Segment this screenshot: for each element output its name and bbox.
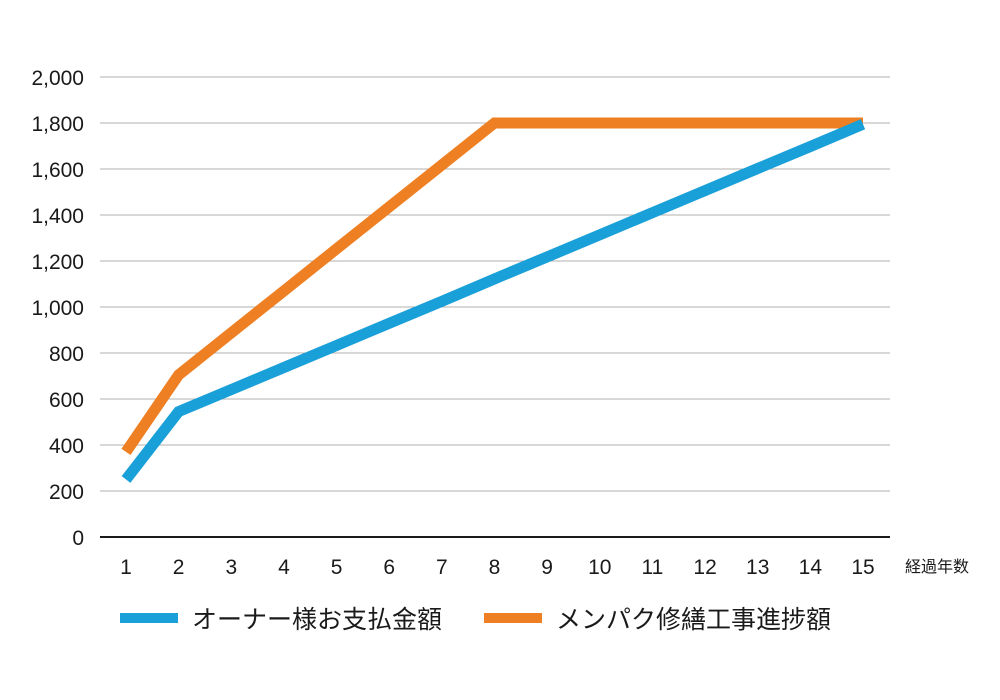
y-tick-label: 1,800	[31, 113, 84, 136]
y-tick-label: 600	[49, 389, 84, 412]
legend-label: メンパク修繕工事進捗額	[556, 606, 832, 634]
x-tick-label: 10	[588, 556, 611, 579]
legend: オーナー様お支払金額 メンパク修繕工事進捗額	[120, 600, 873, 636]
y-tick-label: 1,200	[31, 251, 84, 274]
y-tick-label: 1,600	[31, 159, 84, 182]
x-tick-label: 1	[120, 556, 132, 579]
x-tick-label: 9	[541, 556, 553, 579]
x-tick-label: 11	[642, 556, 664, 579]
legend-item-repair-progress: メンパク修繕工事進捗額	[484, 600, 831, 636]
x-tick-label: 8	[489, 556, 501, 579]
x-axis-ticks: 1 2 3 4 5 6 7 8 9 10 11 12 13 14 15	[120, 556, 875, 579]
y-tick-label: 800	[49, 343, 84, 366]
x-tick-label: 4	[278, 556, 290, 579]
x-tick-label: 2	[173, 556, 185, 579]
legend-item-owner-payment: オーナー様お支払金額	[120, 600, 442, 636]
x-tick-label: 7	[436, 556, 448, 579]
x-axis-title: 経過年数	[905, 558, 969, 576]
series-line-owner-payment	[121, 119, 866, 483]
y-tick-label: 400	[49, 435, 84, 458]
x-tick-label: 5	[331, 556, 343, 579]
y-axis-ticks: 0 200 400 600 800 1,000 1,200 1,400 1,600 1,800 2,…	[31, 67, 84, 550]
x-tick-label: 14	[799, 556, 823, 579]
gridlines	[100, 76, 890, 538]
legend-swatch-orange	[484, 613, 543, 623]
y-tick-label: 2,000	[31, 67, 84, 90]
y-tick-label: 200	[49, 481, 84, 504]
y-tick-label: 1,400	[31, 205, 84, 228]
x-tick-label: 13	[746, 556, 769, 579]
x-tick-label: 12	[693, 556, 716, 579]
x-tick-label: 15	[851, 556, 874, 579]
legend-swatch-blue	[120, 613, 178, 623]
series-lines	[121, 117, 866, 483]
x-tick-label: 3	[225, 556, 237, 579]
y-tick-label: 1,000	[31, 297, 84, 320]
series-line-repair-progress	[121, 117, 863, 456]
legend-label: オーナー様お支払金額	[192, 606, 443, 634]
x-tick-label: 6	[383, 556, 395, 579]
y-tick-label: 0	[72, 527, 84, 550]
